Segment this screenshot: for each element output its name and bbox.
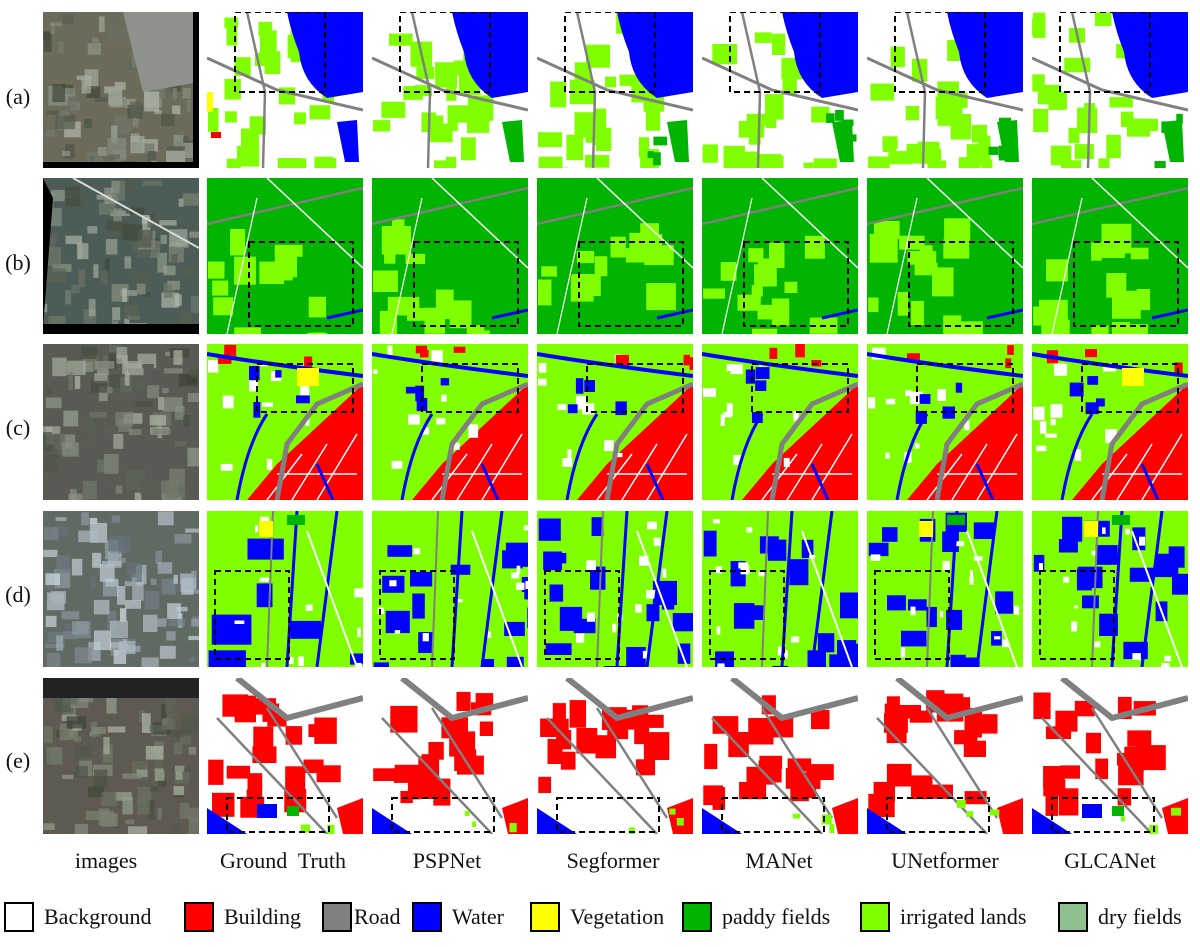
row-label-c: (c) <box>5 415 31 440</box>
legend-item-paddy-fields: paddy fields <box>682 897 830 937</box>
segmentation-map-a-glcanet <box>1032 12 1188 168</box>
satellite-image-c <box>43 344 199 500</box>
segmentation-map-e-glcanet <box>1032 678 1188 834</box>
segmentation-map-e-pspnet <box>372 678 528 834</box>
row-label-a: (a) <box>5 84 31 109</box>
segmentation-map-c-pspnet <box>372 344 528 500</box>
legend-label-building: Building <box>224 904 302 929</box>
segmentation-map-b-glcanet <box>1032 178 1188 334</box>
col-label-images: images <box>74 848 138 873</box>
segmentation-map-a-manet <box>702 12 858 168</box>
legend-item-water: Water <box>412 897 504 937</box>
row-label-e: (e) <box>5 748 31 773</box>
segmentation-map-c-glcanet <box>1032 344 1188 500</box>
legend-swatch-building <box>184 902 214 932</box>
legend-label-irrigated-lands: irrigated lands <box>900 904 1027 929</box>
col-label-manet: MANet <box>745 848 813 873</box>
legend-swatch-water <box>412 902 442 932</box>
col-label-pspnet: PSPNet <box>412 848 482 873</box>
segmentation-map-e-ground-truth <box>207 678 363 834</box>
col-label-glcanet: GLCANet <box>1064 848 1156 873</box>
segmentation-map-b-segformer <box>537 178 693 334</box>
col-label-ground-truth: Ground Truth <box>220 848 346 873</box>
segmentation-map-c-unetformer <box>867 344 1023 500</box>
legend-item-background: Background <box>4 897 152 937</box>
legend-label-paddy-fields: paddy fields <box>722 904 831 929</box>
col-label-unetformer: UNetformer <box>891 848 999 873</box>
segmentation-map-d-pspnet <box>372 511 528 667</box>
segmentation-map-d-manet <box>702 511 858 667</box>
segmentation-map-b-unetformer <box>867 178 1023 334</box>
legend-swatch-dry-fields <box>1058 902 1088 932</box>
segmentation-map-a-unetformer <box>867 12 1023 168</box>
legend-label-water: Water <box>452 904 504 929</box>
legend-label-road: Road <box>354 904 401 929</box>
segmentation-map-b-manet <box>702 178 858 334</box>
segmentation-map-e-unetformer <box>867 678 1023 834</box>
satellite-image-b <box>43 178 199 334</box>
segmentation-map-a-segformer <box>537 12 693 168</box>
col-label-segformer: Segformer <box>566 848 660 873</box>
segmentation-map-d-glcanet <box>1032 511 1188 667</box>
segmentation-map-c-ground-truth <box>207 344 363 500</box>
legend-item-irrigated-lands: irrigated lands <box>860 897 1026 937</box>
segmentation-map-c-segformer <box>537 344 693 500</box>
legend-swatch-irrigated-lands <box>860 902 890 932</box>
legend-item-vegetation: Vegetation <box>530 897 664 937</box>
segmentation-map-e-segformer <box>537 678 693 834</box>
legend-label-vegetation: Vegetation <box>570 904 665 929</box>
segmentation-map-b-pspnet <box>372 178 528 334</box>
legend: Background Building Road Water Vegetatio… <box>0 897 1200 937</box>
legend-swatch-vegetation <box>530 902 560 932</box>
row-label-d: (d) <box>5 582 31 607</box>
row-label-b: (b) <box>5 250 31 275</box>
legend-swatch-background <box>4 902 34 932</box>
segmentation-map-d-unetformer <box>867 511 1023 667</box>
satellite-image-a <box>43 12 199 168</box>
segmentation-map-d-segformer <box>537 511 693 667</box>
legend-item-building: Building <box>184 897 301 937</box>
segmentation-map-d-ground-truth <box>207 511 363 667</box>
satellite-image-d <box>43 511 199 667</box>
segmentation-map-a-ground-truth <box>207 12 363 168</box>
segmentation-map-c-manet <box>702 344 858 500</box>
legend-label-background: Background <box>44 904 152 929</box>
legend-label-dry-fields: dry fields <box>1098 904 1182 929</box>
legend-item-dry-fields: dry fields <box>1058 897 1182 937</box>
legend-swatch-road <box>322 902 352 932</box>
satellite-image-e <box>43 678 199 834</box>
segmentation-map-b-ground-truth <box>207 178 363 334</box>
legend-item-road: Road <box>322 897 400 937</box>
segmentation-map-a-pspnet <box>372 12 528 168</box>
legend-swatch-paddy-fields <box>682 902 712 932</box>
segmentation-map-e-manet <box>702 678 858 834</box>
